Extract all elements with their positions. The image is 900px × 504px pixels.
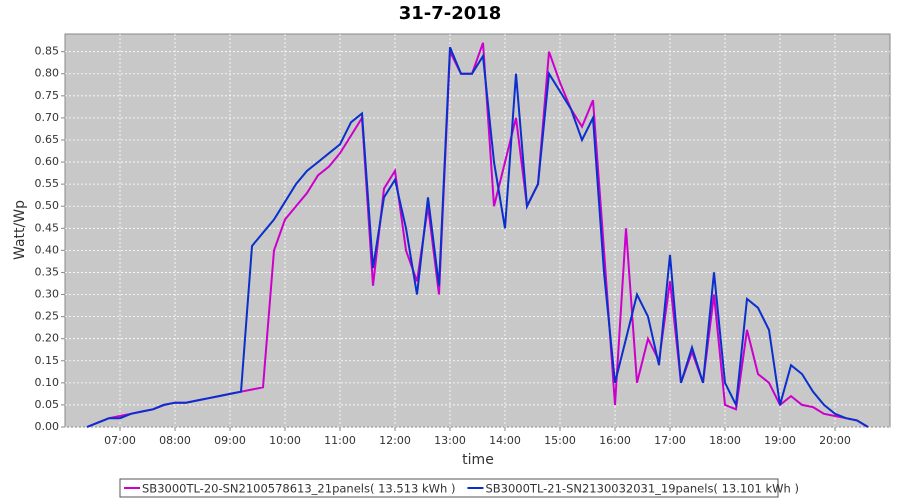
y-tick-label: 0.85 [35,45,60,58]
x-tick-label: 15:00 [544,434,576,447]
x-tick-label: 16:00 [599,434,631,447]
y-tick-label: 0.80 [35,67,60,80]
x-tick-label: 17:00 [654,434,686,447]
x-tick-label: 19:00 [764,434,796,447]
x-tick-label: 18:00 [709,434,741,447]
legend-box [119,478,779,498]
y-tick-label: 0.15 [35,354,60,367]
y-tick-label: 0.00 [35,420,60,433]
y-tick-label: 0.30 [35,288,60,301]
chart-title: 31-7-2018 [399,3,502,24]
legend-label: SB3000TL-21-SN2130032031_19panels( 13.10… [485,482,798,496]
y-tick-label: 0.05 [35,398,60,411]
x-tick-label: 14:00 [489,434,521,447]
x-tick-label: 10:00 [269,434,301,447]
y-tick-label: 0.25 [35,310,60,323]
x-tick-label: 11:00 [324,434,356,447]
x-tick-label: 20:00 [819,434,851,447]
x-tick-label: 09:00 [214,434,246,447]
y-tick-label: 0.70 [35,111,60,124]
y-tick-label: 0.55 [35,177,60,190]
y-tick-label: 0.60 [35,155,60,168]
x-tick-label: 12:00 [379,434,411,447]
y-tick-label: 0.20 [35,332,60,345]
x-axis-label: time [462,452,494,468]
plot-area [64,33,891,428]
legend-label: SB3000TL-20-SN2100578613_21panels( 13.51… [142,482,455,496]
y-tick-label: 0.40 [35,243,60,256]
y-tick-label: 0.45 [35,221,60,234]
x-tick-label: 08:00 [159,434,191,447]
x-tick-label: 13:00 [434,434,466,447]
x-tick-label: 07:00 [104,434,136,447]
y-tick-label: 0.50 [35,199,60,212]
y-tick-label: 0.10 [35,376,60,389]
y-tick-label: 0.65 [35,133,60,146]
y-tick-label: 0.75 [35,89,60,102]
series-line [86,46,869,428]
y-axis-label: Watt/Wp [12,200,28,260]
y-tick-label: 0.35 [35,265,60,278]
